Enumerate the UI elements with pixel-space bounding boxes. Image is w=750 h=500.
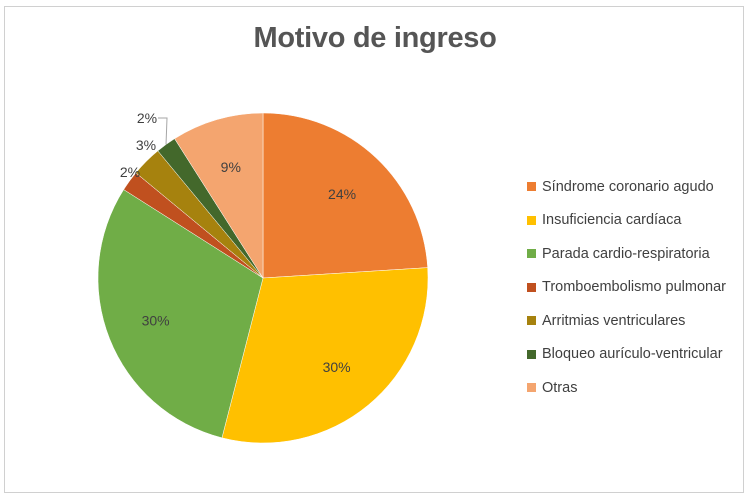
slice-otras [174,112,264,279]
data-label-arritmias-ventriculares: 3% [136,137,156,153]
data-label-insuficiencia-cardiaca: 30% [323,359,351,375]
legend-label: Otras [542,379,578,396]
legend-label: Tromboembolismo pulmonar [542,279,727,296]
data-labels: 24% 30% 30% 2% 3% 2% 9% [120,110,356,375]
legend-item-otras: Otras [527,371,726,405]
legend-swatch [527,349,536,359]
legend-item-insuficiencia-cardiaca: Insuficiencia cardíaca [527,204,726,238]
legend-item-tromboembolismo-pulmonar: Tromboembolismo pulmonar [527,271,726,305]
legend-swatch [527,215,536,225]
legend-item-sindrome-coronario-agudo: Síndrome coronario agudo [527,170,726,204]
pie-slices [97,112,429,444]
legend-item-bloqueo-auriculo-ventricular: Bloqueo aurículo-ventricular [527,338,726,372]
legend-swatch [527,383,536,393]
data-label-bloqueo-auriculo-ventricular: 2% [137,110,157,126]
data-label-parada-cardio-respiratoria: 30% [142,313,170,329]
data-label-sindrome-coronario-agudo: 24% [328,186,356,202]
legend-swatch [527,182,536,192]
slice-sindrome-coronario-agudo [262,112,428,279]
data-label-tromboembolismo-pulmonar: 2% [120,164,140,180]
slice-parada-cardio-respiratoria [97,189,264,439]
legend-swatch [527,316,536,326]
data-label-otras: 9% [221,159,241,175]
legend-swatch [527,282,536,292]
legend-swatch [527,249,536,259]
legend: Síndrome coronario agudo Insuficiencia ca… [527,170,726,405]
legend-label: Insuficiencia cardíaca [542,212,682,229]
chart-title: Motivo de ingreso [253,22,497,54]
slice-insuficiencia-cardiaca [221,267,429,444]
legend-label: Arritmias ventriculares [542,312,686,329]
legend-label: Bloqueo aurículo-ventricular [542,346,723,363]
legend-item-arritmias-ventriculares: Arritmias ventriculares [527,304,726,338]
legend-label: Síndrome coronario agudo [542,178,714,195]
leader-line-bloqueo-auriculo-ventricular [158,117,168,145]
legend-label: Parada cardio-respiratoria [542,245,710,262]
leader-lines [158,117,168,145]
legend-item-parada-cardio-respiratoria: Parada cardio-respiratoria [527,237,726,271]
